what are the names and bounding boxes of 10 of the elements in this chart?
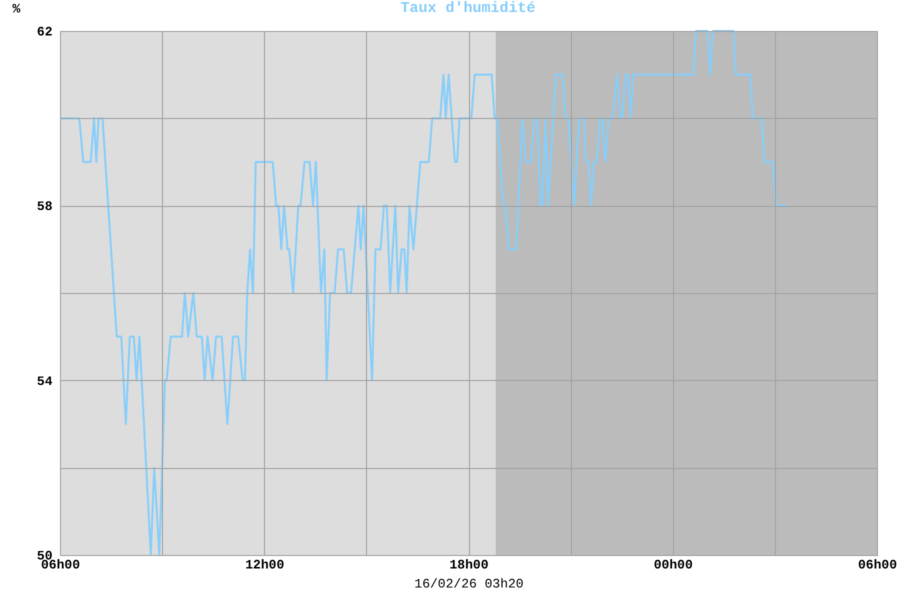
x-axis-title: 16/02/26 03h20 (414, 576, 524, 592)
y-tick-label: 58 (36, 199, 53, 214)
chart-title: Taux d'humidité (400, 0, 536, 17)
y-tick-label: 62 (36, 24, 53, 40)
x-tick-label: 18h00 (449, 558, 489, 572)
x-tick-label: 12h00 (245, 558, 284, 572)
x-tick-label: 06h00 (858, 558, 898, 572)
y-tick-label: 54 (36, 374, 53, 389)
y-axis-title: % (12, 2, 20, 16)
x-tick-label: 00h00 (654, 558, 693, 572)
